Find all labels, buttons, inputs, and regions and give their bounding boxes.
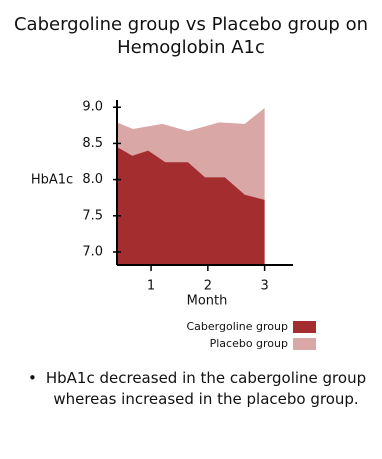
bullet: • — [28, 369, 37, 387]
y-tick-label: 7.5 — [82, 208, 103, 223]
y-tick-label: 8.0 — [82, 172, 103, 187]
chart-title: Hemoglobin A1c — [117, 37, 265, 58]
x-axis-label: Month — [187, 294, 228, 309]
x-tick-label: 2 — [204, 279, 212, 294]
y-tick-label: 7.0 — [82, 244, 103, 259]
note-text: HbA1c decreased in the cabergoline group… — [45, 369, 367, 408]
area — [117, 147, 265, 265]
x-tick-label: 1 — [147, 279, 155, 294]
legend-label: Cabergoline group — [186, 320, 288, 333]
chart-title: Cabergoline group vs Placebo group on — [14, 14, 368, 35]
legend-label: Placebo group — [210, 337, 288, 350]
chart: Cabergoline group vs Placebo group on He… — [14, 14, 368, 350]
y-tick-label: 9.0 — [82, 100, 103, 115]
y-tick-label: 8.5 — [82, 136, 103, 151]
note: • HbA1c decreased in the cabergoline grou… — [28, 368, 368, 410]
y-axis-label: HbA1c — [31, 173, 73, 188]
x-tick-label: 3 — [260, 279, 268, 294]
legend-swatch — [293, 338, 316, 350]
legend-swatch — [293, 321, 316, 333]
